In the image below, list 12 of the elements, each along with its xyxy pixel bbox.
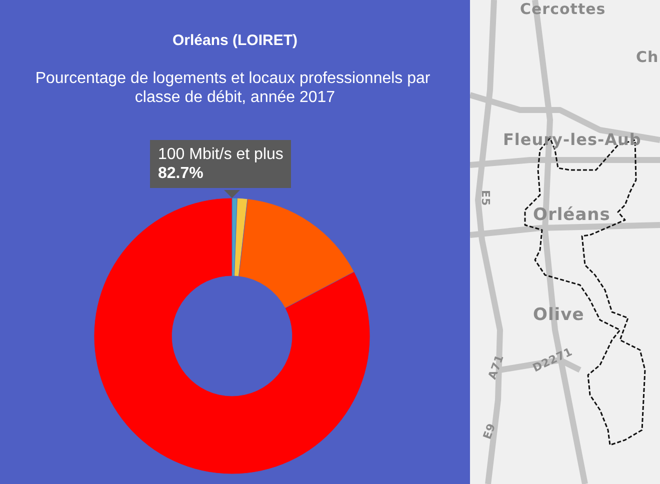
slice-label: 100 Mbit/s et plus [158, 145, 284, 164]
text: Cercottes [520, 0, 606, 18]
text: Olive [533, 305, 584, 325]
chart-title: Orléans (LOIRET) [172, 32, 298, 49]
text: Orléans [533, 205, 610, 225]
text: Fleury-les-Aub [503, 130, 642, 149]
text: Ch [636, 48, 659, 66]
text: E9 [480, 421, 498, 442]
data-label: 82.7% [158, 165, 204, 182]
chart-subtitle: Pourcentage de logements et locaux professionnels par classe de débit, année 2017 [35, 70, 435, 106]
text: A71 [486, 352, 506, 382]
text: E5 [479, 190, 492, 206]
